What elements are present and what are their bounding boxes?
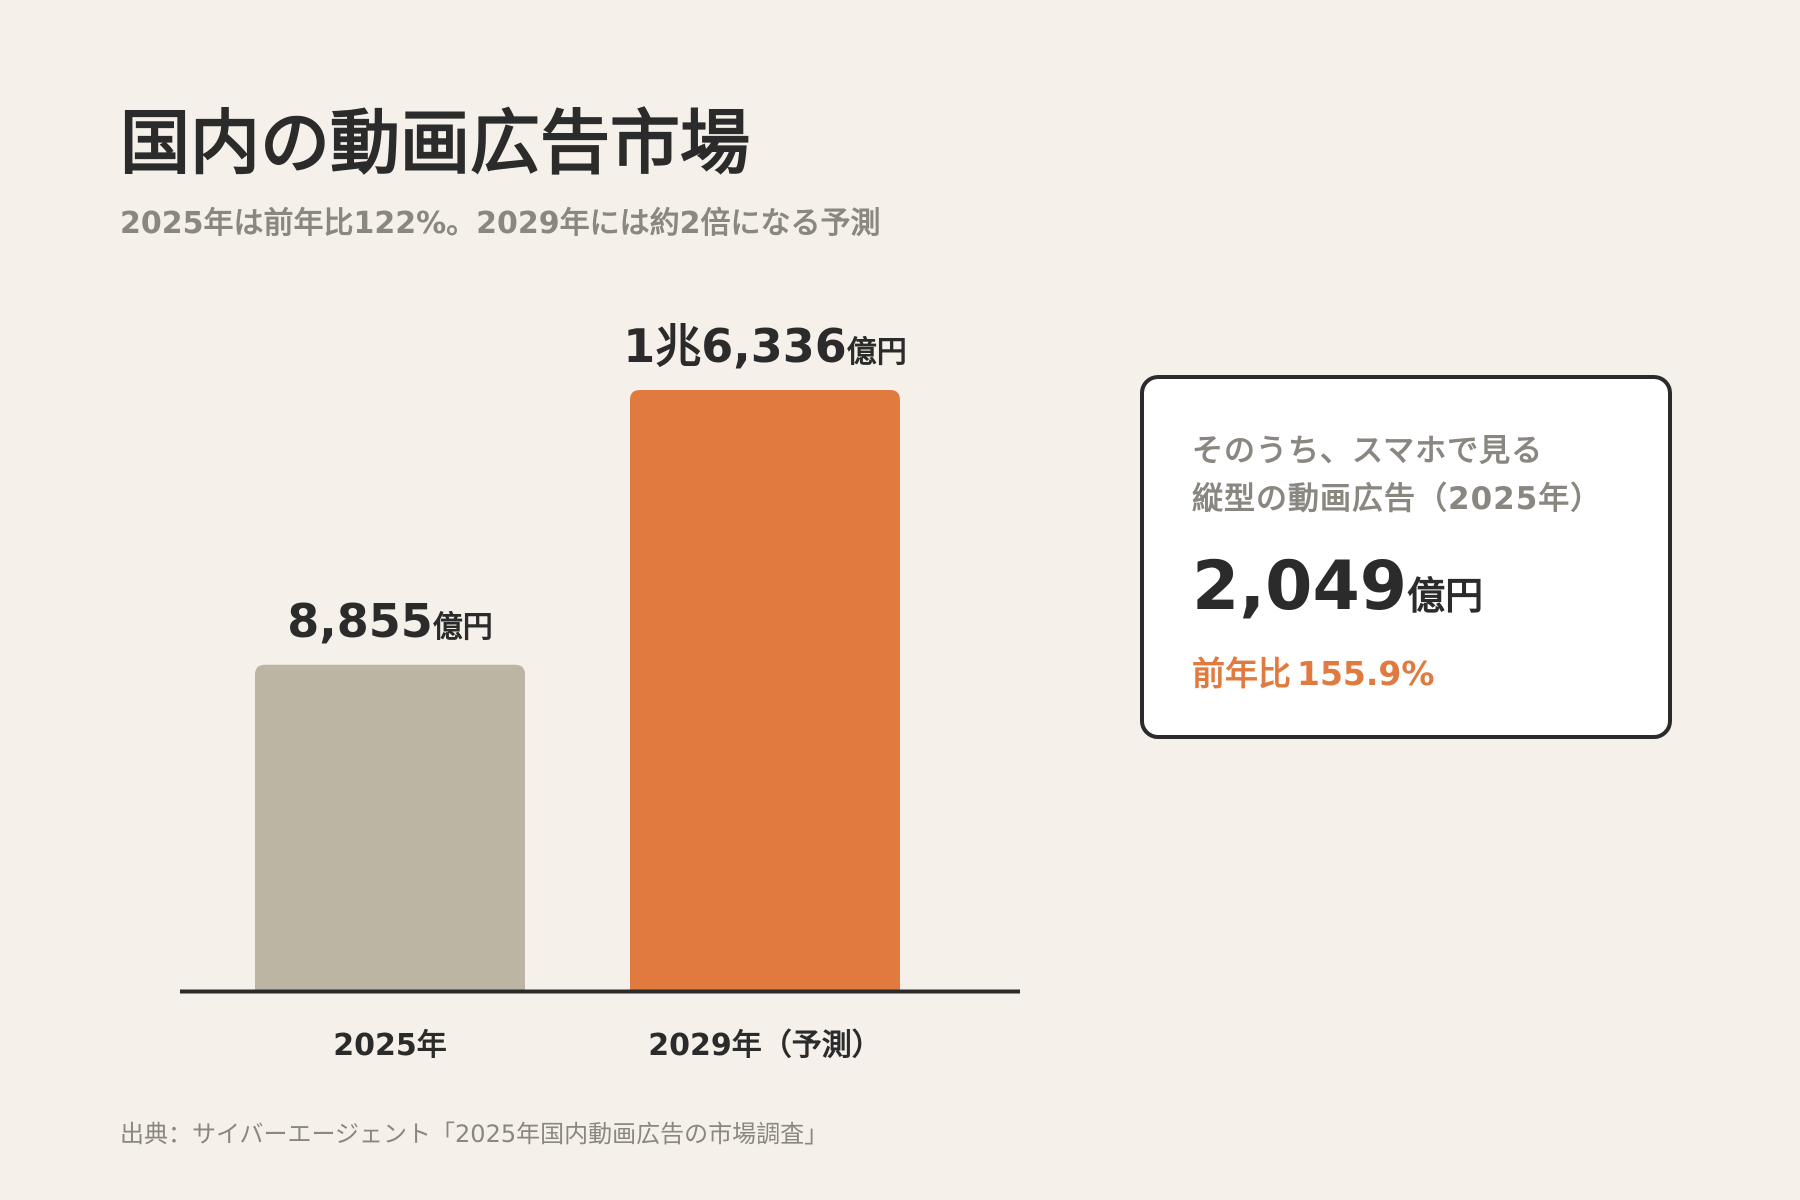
stat-card-label-line2: 縦型の動画広告（2025年）: [1192, 481, 1603, 518]
stat-card-value-unit: 億円: [1407, 574, 1484, 619]
stat-card-label-line1: そのうち、スマホで見る: [1192, 433, 1544, 469]
stat-card-growth: 前年比 155.9%: [1192, 647, 1620, 695]
source-note: 出典：サイバーエージェント「2025年国内動画広告の市場調査」: [120, 1120, 829, 1148]
vertical-video-stat-card: そのうち、スマホで見る 縦型の動画広告（2025年） 2,049億円 前年比 15…: [1140, 375, 1672, 739]
bar-value-unit: 億円: [433, 610, 493, 645]
bar-1: [255, 664, 525, 990]
bar-value-number: 8,855: [287, 594, 433, 648]
stat-card-value-number: 2,049: [1192, 547, 1408, 627]
stat-card-growth-value: 155.9%: [1297, 654, 1435, 694]
stat-card-label: そのうち、スマホで見る 縦型の動画広告（2025年）: [1192, 427, 1620, 523]
stat-card-growth-label: 前年比: [1192, 654, 1291, 694]
x-tick-label-1: 2025年: [333, 1028, 447, 1063]
bar-value-unit: 億円: [847, 335, 907, 370]
bar-value-number: 1兆6,336: [623, 319, 847, 373]
page-subtitle: 2025年は前年比122%。2029年には約2倍になる予測: [120, 206, 881, 241]
bar-value-label-1: 8,855億円: [287, 594, 493, 648]
page-title: 国内の動画広告市場: [120, 102, 750, 184]
x-tick-label-2: 2029年（予測）: [648, 1028, 882, 1063]
bar-2: [630, 390, 900, 990]
bar-value-label-2: 1兆6,336億円: [623, 319, 907, 373]
stat-card-value: 2,049億円: [1192, 553, 1620, 621]
